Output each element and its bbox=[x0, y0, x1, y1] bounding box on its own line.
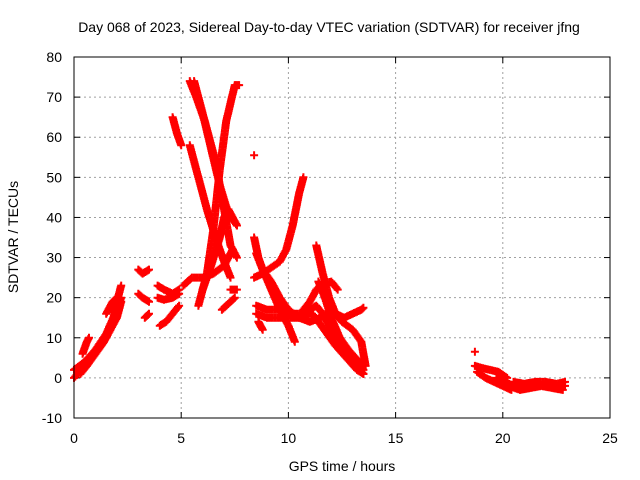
data-point-marker bbox=[332, 284, 341, 293]
data-point-marker bbox=[470, 347, 479, 356]
data-point-marker bbox=[290, 337, 299, 346]
axis-ticks: 0 5 10 15 20 25 -10 0 10 20 30 40 50 60 70 80 bbox=[42, 49, 618, 446]
series-arc-38 bbox=[509, 377, 569, 388]
x-tick-label: 5 bbox=[177, 430, 185, 446]
data-point-marker bbox=[333, 285, 342, 294]
y-tick-label: 80 bbox=[46, 49, 62, 65]
x-tick-label: 20 bbox=[495, 430, 511, 446]
series-arc-31 bbox=[314, 277, 368, 374]
series-arc-06 bbox=[134, 265, 153, 278]
data-point-marker bbox=[177, 141, 186, 150]
x-tick-label: 15 bbox=[388, 430, 404, 446]
data-point-marker bbox=[174, 303, 182, 311]
y-tick-label: 10 bbox=[46, 330, 62, 346]
y-tick-label: -10 bbox=[42, 410, 62, 426]
series-arc-12 bbox=[168, 113, 186, 150]
series-arc-08 bbox=[140, 309, 153, 322]
series-arc-05 bbox=[102, 293, 121, 318]
data-point-marker bbox=[258, 325, 267, 334]
y-tick-label: 30 bbox=[46, 250, 62, 266]
y-tick-label: 0 bbox=[54, 370, 62, 386]
y-tick-label: 50 bbox=[46, 169, 62, 185]
series-arc-07 bbox=[134, 289, 153, 306]
data-point-marker bbox=[232, 285, 241, 294]
series-arc-22 bbox=[250, 173, 308, 282]
series-arc-32 bbox=[331, 303, 368, 322]
data-point-marker bbox=[112, 293, 121, 302]
series-arc-27 bbox=[254, 317, 267, 334]
y-tick-label: 70 bbox=[46, 89, 62, 105]
data-point-marker bbox=[175, 289, 184, 298]
y-axis-label: SDTVAR / TECUs bbox=[5, 181, 21, 293]
data-points bbox=[70, 77, 569, 394]
series-arc-20 bbox=[226, 285, 241, 294]
data-point-marker bbox=[175, 301, 184, 310]
grid-lines bbox=[74, 57, 610, 418]
data-point-marker bbox=[145, 297, 153, 306]
series-arc-21 bbox=[250, 151, 259, 160]
y-tick-label: 40 bbox=[46, 209, 62, 225]
series-arc-26 bbox=[252, 309, 314, 322]
series-arc-19 bbox=[217, 293, 239, 314]
data-point-marker bbox=[558, 385, 567, 394]
x-tick-label: 25 bbox=[602, 430, 618, 446]
x-tick-label: 0 bbox=[70, 430, 78, 446]
data-point-marker bbox=[230, 293, 239, 302]
data-point-marker bbox=[232, 253, 241, 262]
data-point-marker bbox=[299, 173, 308, 182]
data-point-marker bbox=[250, 151, 259, 160]
data-point-marker bbox=[359, 365, 368, 374]
data-point-marker bbox=[117, 281, 126, 290]
series-arc-04 bbox=[78, 333, 93, 358]
series-arc-11 bbox=[155, 301, 184, 330]
plot-frame bbox=[73, 56, 611, 419]
y-tick-label: 60 bbox=[46, 129, 62, 145]
x-axis-label: GPS time / hours bbox=[289, 458, 396, 474]
data-point-marker bbox=[85, 333, 93, 342]
y-tick-label: 20 bbox=[46, 290, 62, 306]
data-point-marker bbox=[235, 81, 244, 90]
series-arc-18 bbox=[198, 205, 241, 294]
series-arc-33 bbox=[470, 347, 479, 356]
data-point-marker bbox=[145, 309, 153, 318]
data-point-marker bbox=[359, 303, 368, 312]
data-point-marker bbox=[226, 273, 235, 282]
data-point-marker bbox=[232, 221, 241, 230]
x-tick-label: 10 bbox=[281, 430, 297, 446]
data-point-marker bbox=[561, 377, 569, 386]
chart-title: Day 068 of 2023, Sidereal Day-to-day VTE… bbox=[78, 19, 580, 35]
series-arc-10 bbox=[153, 289, 184, 304]
series-arc-17 bbox=[185, 77, 241, 262]
data-point-marker bbox=[145, 265, 153, 274]
